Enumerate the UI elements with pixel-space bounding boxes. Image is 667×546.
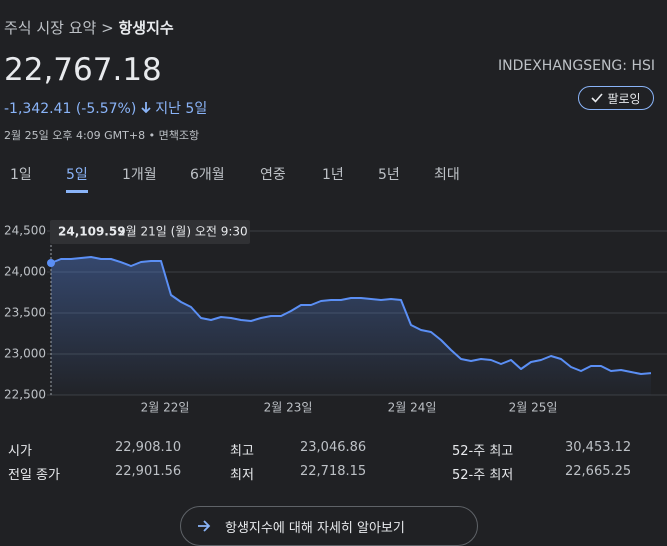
stat-label: 최고	[230, 444, 254, 459]
range-tab[interactable]: 6개월	[190, 167, 225, 183]
chart: 22,500 23,000 23,500 24,000 24,500 2월 22일 2월 2…	[4, 220, 667, 415]
range-tab[interactable]: 최대	[434, 167, 460, 183]
x-tick-label: 2월 22일	[141, 401, 190, 415]
stat-value: 22,901.56	[115, 464, 182, 479]
range-tab[interactable]: 5년	[378, 167, 400, 183]
x-tick-label: 2월 23일	[264, 401, 313, 415]
stat-value: 23,046.86	[300, 440, 367, 455]
range-tab[interactable]: 1년	[322, 167, 344, 183]
price: 22,767.18	[4, 52, 162, 88]
ticker: INDEXHANGSENG: HSI	[497, 58, 655, 74]
stat-label: 시가	[8, 444, 32, 459]
stat-label: 52-주 최고	[452, 444, 514, 459]
change: -1,342.41 (-5.57%) 지난 5일	[4, 98, 207, 118]
price-line	[50, 256, 652, 375]
hover-point	[47, 259, 55, 268]
breadcrumb: 주식 시장 요약 > 항생지수	[4, 17, 174, 38]
range-tab[interactable]: 연중	[260, 167, 286, 183]
change-period: 지난 5일	[155, 101, 208, 117]
tooltip-box	[50, 220, 250, 244]
stat-value: 30,453.12	[565, 440, 632, 455]
x-tick-label: 2월 24일	[388, 401, 437, 415]
x-tick-label: 2월 25일	[509, 401, 558, 415]
check-icon	[591, 93, 604, 103]
range-tab[interactable]: 1일	[10, 167, 32, 183]
stat-value: 22,718.15	[300, 464, 367, 479]
y-tick-label: 22,500	[4, 388, 46, 402]
y-tick-label: 24,000	[4, 265, 46, 279]
stat-label: 최저	[230, 468, 254, 483]
breadcrumb-parent[interactable]: 주식 시장 요약	[4, 19, 97, 37]
timestamp-line: 2월 25일 오후 4:09 GMT+8 • 면책조항	[4, 127, 199, 143]
timestamp: 2월 25일 오후 4:09 GMT+8	[4, 129, 146, 142]
learn-more-button[interactable]: 항생지수에 대해 자세히 알아보기	[180, 506, 478, 546]
breadcrumb-current: 항생지수	[118, 19, 174, 37]
y-tick-label: 23,000	[4, 347, 46, 361]
stat-label: 전일 종가	[8, 468, 60, 483]
breadcrumb-separator: >	[101, 19, 114, 37]
range-tabs: 1일 5일 1개월 6개월 연중 1년 5년 최대	[0, 164, 667, 193]
range-tab[interactable]: 1개월	[122, 167, 157, 183]
range-tab[interactable]: 5일	[66, 164, 88, 193]
tooltip-value: 24,109.59	[58, 225, 126, 239]
area	[51, 257, 651, 395]
separator: •	[148, 129, 156, 142]
follow-button[interactable]: 팔로잉	[578, 86, 654, 110]
down-arrow	[141, 102, 151, 114]
y-tick-label: 23,500	[4, 306, 46, 320]
disclaimer[interactable]: 면책조항	[158, 129, 200, 142]
change-value: -1,342.41 (-5.57%)	[4, 101, 137, 117]
y-tick-label: 24,500	[4, 224, 46, 238]
tooltip-date: 2월 21일 (월) 오전 9:30	[118, 225, 248, 239]
follow-label: 팔로잉	[607, 91, 641, 106]
stat-value: 22,665.25	[565, 464, 632, 479]
stat-value: 22,908.10	[115, 440, 182, 455]
stat-label: 52-주 최저	[452, 468, 514, 483]
arrow-icon	[198, 520, 211, 532]
learn-more-label: 항생지수에 대해 자세히 알아보기	[225, 520, 405, 536]
